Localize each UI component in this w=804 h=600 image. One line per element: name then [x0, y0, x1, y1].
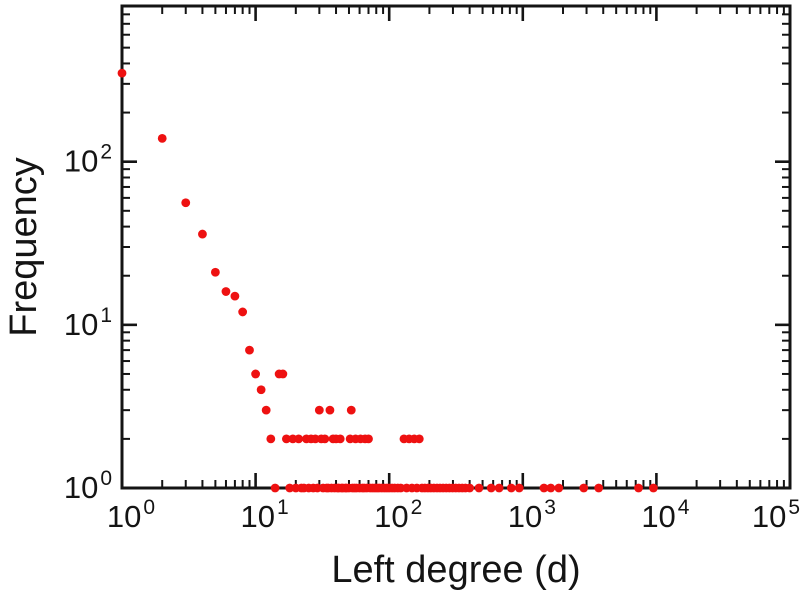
data-point: [414, 434, 424, 444]
tick-label: 102: [374, 496, 422, 534]
data-point: [181, 198, 191, 208]
tick-label: 101: [64, 304, 112, 342]
data-point: [266, 434, 276, 444]
data-point: [281, 434, 291, 444]
tick-label: 105: [752, 496, 800, 534]
data-point: [546, 483, 556, 493]
data-point: [486, 483, 496, 493]
data-point: [256, 385, 266, 395]
data-point: [245, 345, 254, 355]
x-axis-label: Left degree (d): [331, 549, 580, 591]
data-point: [514, 483, 524, 493]
data-point: [314, 405, 324, 415]
data-point: [238, 307, 248, 317]
tick-labels: 100 101 102 103 104 105 100 101 102: [64, 141, 800, 534]
data-point: [251, 369, 260, 379]
data-point: [261, 405, 271, 415]
tick-label: 100: [64, 467, 112, 505]
data-point: [157, 133, 167, 143]
data-point: [364, 434, 373, 444]
tick-label: 100: [107, 496, 155, 534]
tick-label: 102: [64, 141, 112, 179]
data-points: [117, 68, 658, 493]
data-point: [230, 291, 240, 301]
data-point: [285, 483, 295, 493]
data-point: [465, 483, 475, 493]
data-point: [221, 287, 231, 296]
data-point: [649, 483, 658, 493]
data-point: [210, 267, 220, 277]
data-point: [278, 369, 288, 379]
data-point: [506, 483, 516, 493]
data-point: [320, 434, 330, 444]
data-point: [198, 229, 207, 239]
data-point: [346, 405, 356, 415]
data-point: [474, 483, 484, 493]
data-point: [335, 434, 345, 444]
data-point: [634, 483, 643, 493]
data-point: [270, 483, 280, 493]
y-axis-label: Frequency: [3, 157, 45, 337]
data-point: [579, 483, 589, 493]
tick-label: 103: [508, 496, 556, 534]
data-point: [554, 483, 564, 493]
axis-ticks: [120, 6, 792, 490]
data-point: [325, 405, 335, 415]
plot-frame: [120, 4, 792, 490]
data-point: [539, 483, 549, 493]
data-point: [494, 483, 504, 493]
data-point: [594, 483, 604, 493]
tick-label: 104: [641, 496, 689, 534]
data-point: [294, 434, 304, 444]
tick-label: 101: [241, 496, 289, 534]
data-point: [117, 68, 127, 78]
